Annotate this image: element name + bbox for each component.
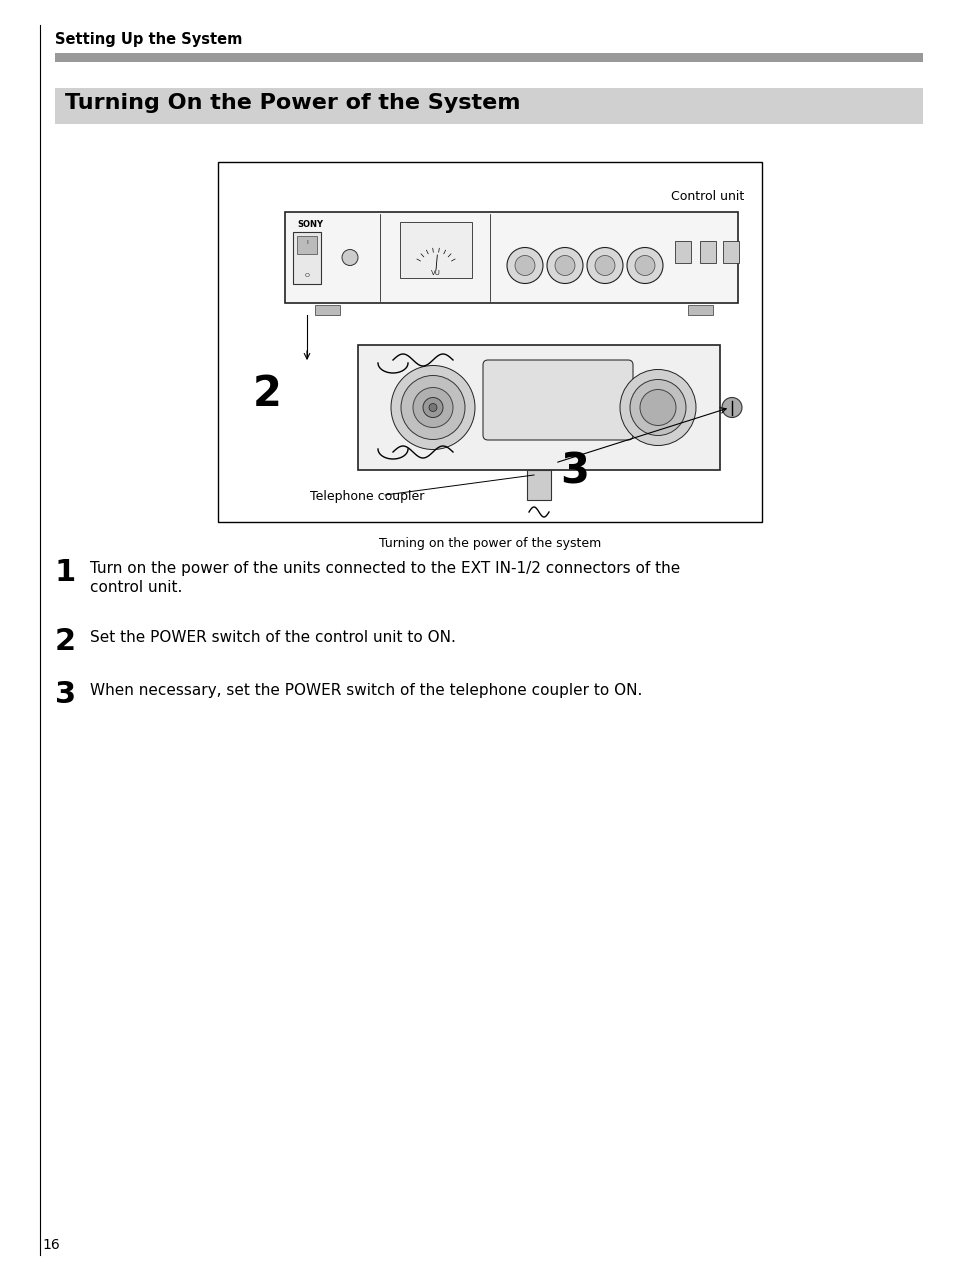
Circle shape: [391, 365, 475, 449]
Circle shape: [629, 379, 685, 435]
Text: 2: 2: [253, 373, 281, 415]
Text: Turn on the power of the units connected to the EXT IN-1/2 connectors of the: Turn on the power of the units connected…: [90, 561, 679, 576]
Circle shape: [595, 256, 615, 276]
Bar: [357, 345, 720, 469]
Bar: [55, 88, 923, 123]
Text: Setting Up the System: Setting Up the System: [55, 32, 242, 47]
Text: Control unit: Control unit: [670, 190, 743, 204]
Bar: [526, 469, 551, 500]
Circle shape: [546, 248, 582, 284]
Text: Turning On the Power of the System: Turning On the Power of the System: [65, 93, 520, 113]
Bar: [399, 223, 472, 279]
Circle shape: [639, 389, 676, 426]
Bar: [55, 53, 923, 62]
Bar: [218, 162, 761, 522]
Bar: [296, 237, 316, 254]
Circle shape: [619, 369, 696, 445]
Bar: [700, 240, 716, 262]
Bar: [722, 240, 739, 262]
Bar: [687, 305, 712, 315]
Circle shape: [555, 256, 575, 276]
Circle shape: [429, 403, 436, 412]
Text: When necessary, set the POWER switch of the telephone coupler to ON.: When necessary, set the POWER switch of …: [90, 683, 641, 698]
Text: O: O: [304, 273, 309, 279]
Bar: [293, 232, 320, 284]
Text: SONY: SONY: [296, 220, 323, 229]
Text: VU: VU: [431, 270, 440, 276]
Text: Telephone coupler: Telephone coupler: [310, 490, 424, 502]
Bar: [314, 305, 339, 315]
Text: 3: 3: [559, 450, 588, 492]
Text: I: I: [306, 240, 308, 245]
Text: 1: 1: [55, 558, 76, 586]
Text: Set the POWER switch of the control unit to ON.: Set the POWER switch of the control unit…: [90, 630, 456, 645]
Circle shape: [506, 248, 542, 284]
Bar: [675, 240, 690, 262]
Text: 2: 2: [55, 627, 76, 656]
Bar: [285, 212, 738, 303]
Circle shape: [721, 397, 741, 417]
Circle shape: [341, 249, 357, 266]
Circle shape: [586, 248, 622, 284]
Text: control unit.: control unit.: [90, 580, 182, 595]
Text: 16: 16: [42, 1238, 60, 1252]
Circle shape: [413, 388, 453, 427]
FancyBboxPatch shape: [482, 360, 633, 440]
Text: Turning on the power of the system: Turning on the power of the system: [378, 537, 600, 550]
Circle shape: [626, 248, 662, 284]
Circle shape: [422, 397, 442, 417]
Circle shape: [515, 256, 535, 276]
Circle shape: [635, 256, 655, 276]
Circle shape: [400, 375, 464, 440]
Text: 3: 3: [55, 681, 76, 709]
